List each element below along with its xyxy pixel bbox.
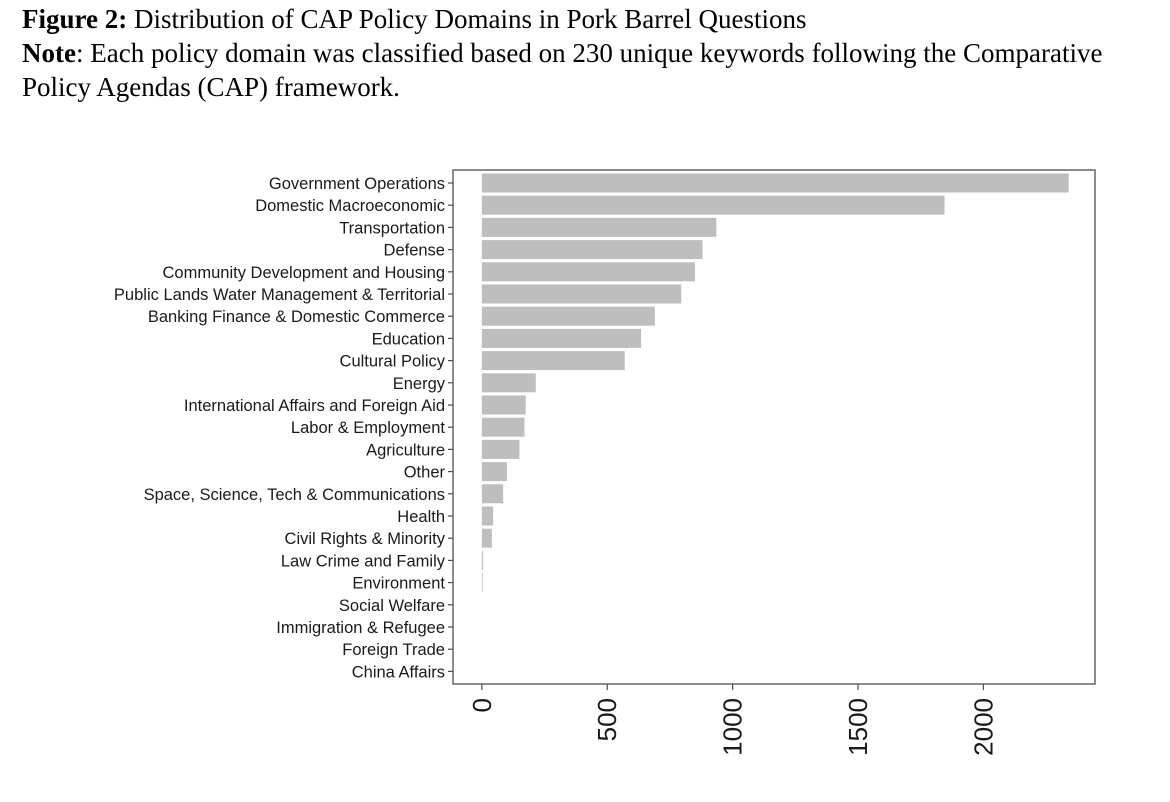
x-tick-label: 500: [592, 698, 622, 741]
category-label: Community Development and Housing: [163, 264, 445, 282]
category-label: Cultural Policy: [340, 353, 446, 371]
category-label: Banking Finance & Domestic Commerce: [148, 308, 445, 326]
category-label: Other: [404, 464, 446, 482]
bar: [481, 417, 525, 437]
category-label: Domestic Macroeconomic: [255, 197, 445, 215]
category-label: Space, Science, Tech & Communications: [144, 486, 445, 504]
bar: [481, 217, 717, 237]
category-label: Energy: [393, 375, 446, 393]
bar: [481, 262, 696, 282]
bar: [481, 195, 945, 215]
bar: [481, 395, 526, 415]
figure-label: Figure 2:: [22, 4, 128, 34]
figure-title-line: Figure 2: Distribution of CAP Policy Dom…: [22, 2, 1162, 36]
bar: [481, 550, 484, 570]
bar: [481, 306, 655, 326]
bar: [481, 506, 494, 526]
figure-caption: Figure 2: Distribution of CAP Policy Dom…: [22, 2, 1162, 104]
category-label: Law Crime and Family: [281, 552, 446, 570]
category-label: Defense: [384, 242, 445, 260]
x-tick-label: 1500: [843, 698, 873, 756]
bar: [481, 351, 625, 371]
x-ticks-layer: 0 500 1000 1500 2000: [467, 684, 998, 756]
bar: [481, 439, 520, 459]
category-label: Transportation: [339, 219, 445, 237]
category-label: Government Operations: [269, 175, 445, 193]
bar: [481, 240, 703, 260]
bar: [481, 484, 504, 504]
category-label: Public Lands Water Management & Territor…: [114, 286, 445, 304]
category-label: Health: [397, 508, 445, 526]
x-tick-label: 2000: [968, 698, 998, 756]
bar: [481, 373, 536, 393]
note-text: : Each policy domain was classified base…: [22, 38, 1103, 102]
bar: [481, 462, 507, 482]
category-label: Immigration & Refugee: [276, 619, 445, 637]
bar: [481, 573, 483, 593]
category-label: Civil Rights & Minority: [285, 530, 446, 548]
x-tick-label: 0: [467, 698, 497, 712]
bar: [481, 173, 1069, 193]
x-tick-label: 1000: [718, 698, 748, 756]
bars-layer: [481, 173, 1069, 593]
category-label: Education: [372, 330, 445, 348]
note-label: Note: [22, 38, 76, 68]
category-label: Environment: [352, 575, 445, 593]
figure-title: Distribution of CAP Policy Domains in Po…: [133, 4, 807, 34]
category-label: International Affairs and Foreign Aid: [184, 397, 445, 415]
bar: [481, 528, 492, 548]
category-labels-layer: Government Operations Domestic Macroecono…: [114, 175, 453, 681]
category-label: China Affairs: [352, 663, 445, 681]
bar: [481, 328, 642, 348]
category-label: Labor & Employment: [291, 419, 445, 437]
category-label: Agriculture: [366, 441, 445, 459]
category-label: Social Welfare: [339, 597, 445, 615]
bar: [481, 284, 682, 304]
figure-note: Note: Each policy domain was classified …: [22, 36, 1162, 104]
category-label: Foreign Trade: [342, 641, 445, 659]
